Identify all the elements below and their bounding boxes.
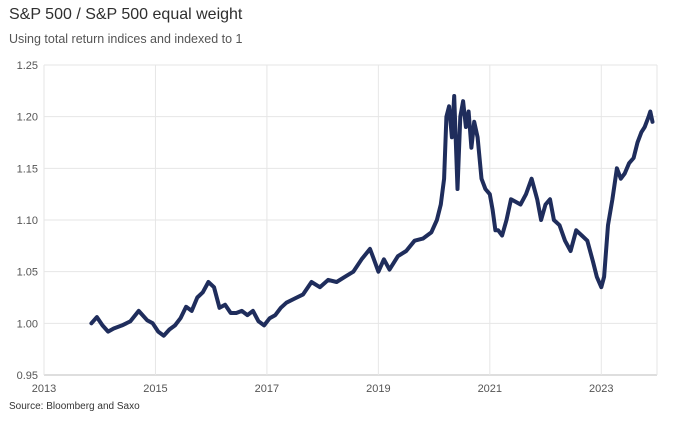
chart-title: S&P 500 / S&P 500 equal weight xyxy=(9,6,243,23)
x-tick-label: 2015 xyxy=(143,383,167,395)
series-line xyxy=(89,94,655,338)
y-tick-label: 1.05 xyxy=(17,267,38,279)
chart-subtitle: Using total return indices and indexed t… xyxy=(9,32,243,46)
source-note: Source: Bloomberg and Saxo xyxy=(9,401,140,412)
y-tick-label: 1.15 xyxy=(17,163,38,175)
y-tick-label: 1.25 xyxy=(17,60,38,72)
x-tick-label: 2019 xyxy=(366,383,390,395)
y-axis-ticks: 0.95 1.00 1.05 1.10 1.15 1.20 1.25 xyxy=(17,60,38,382)
grid xyxy=(43,64,658,376)
y-tick-label: 0.95 xyxy=(17,370,38,382)
x-tick-label: 2013 xyxy=(32,383,56,395)
y-tick-label: 1.10 xyxy=(17,215,38,227)
x-axis-ticks: 2013 2015 2017 2019 2021 2023 xyxy=(32,383,614,395)
x-tick-label: 2017 xyxy=(255,383,279,395)
y-tick-label: 1.20 xyxy=(17,112,38,124)
x-tick-label: 2021 xyxy=(478,383,502,395)
y-tick-label: 1.00 xyxy=(17,318,38,330)
x-tick-label: 2023 xyxy=(589,383,613,395)
